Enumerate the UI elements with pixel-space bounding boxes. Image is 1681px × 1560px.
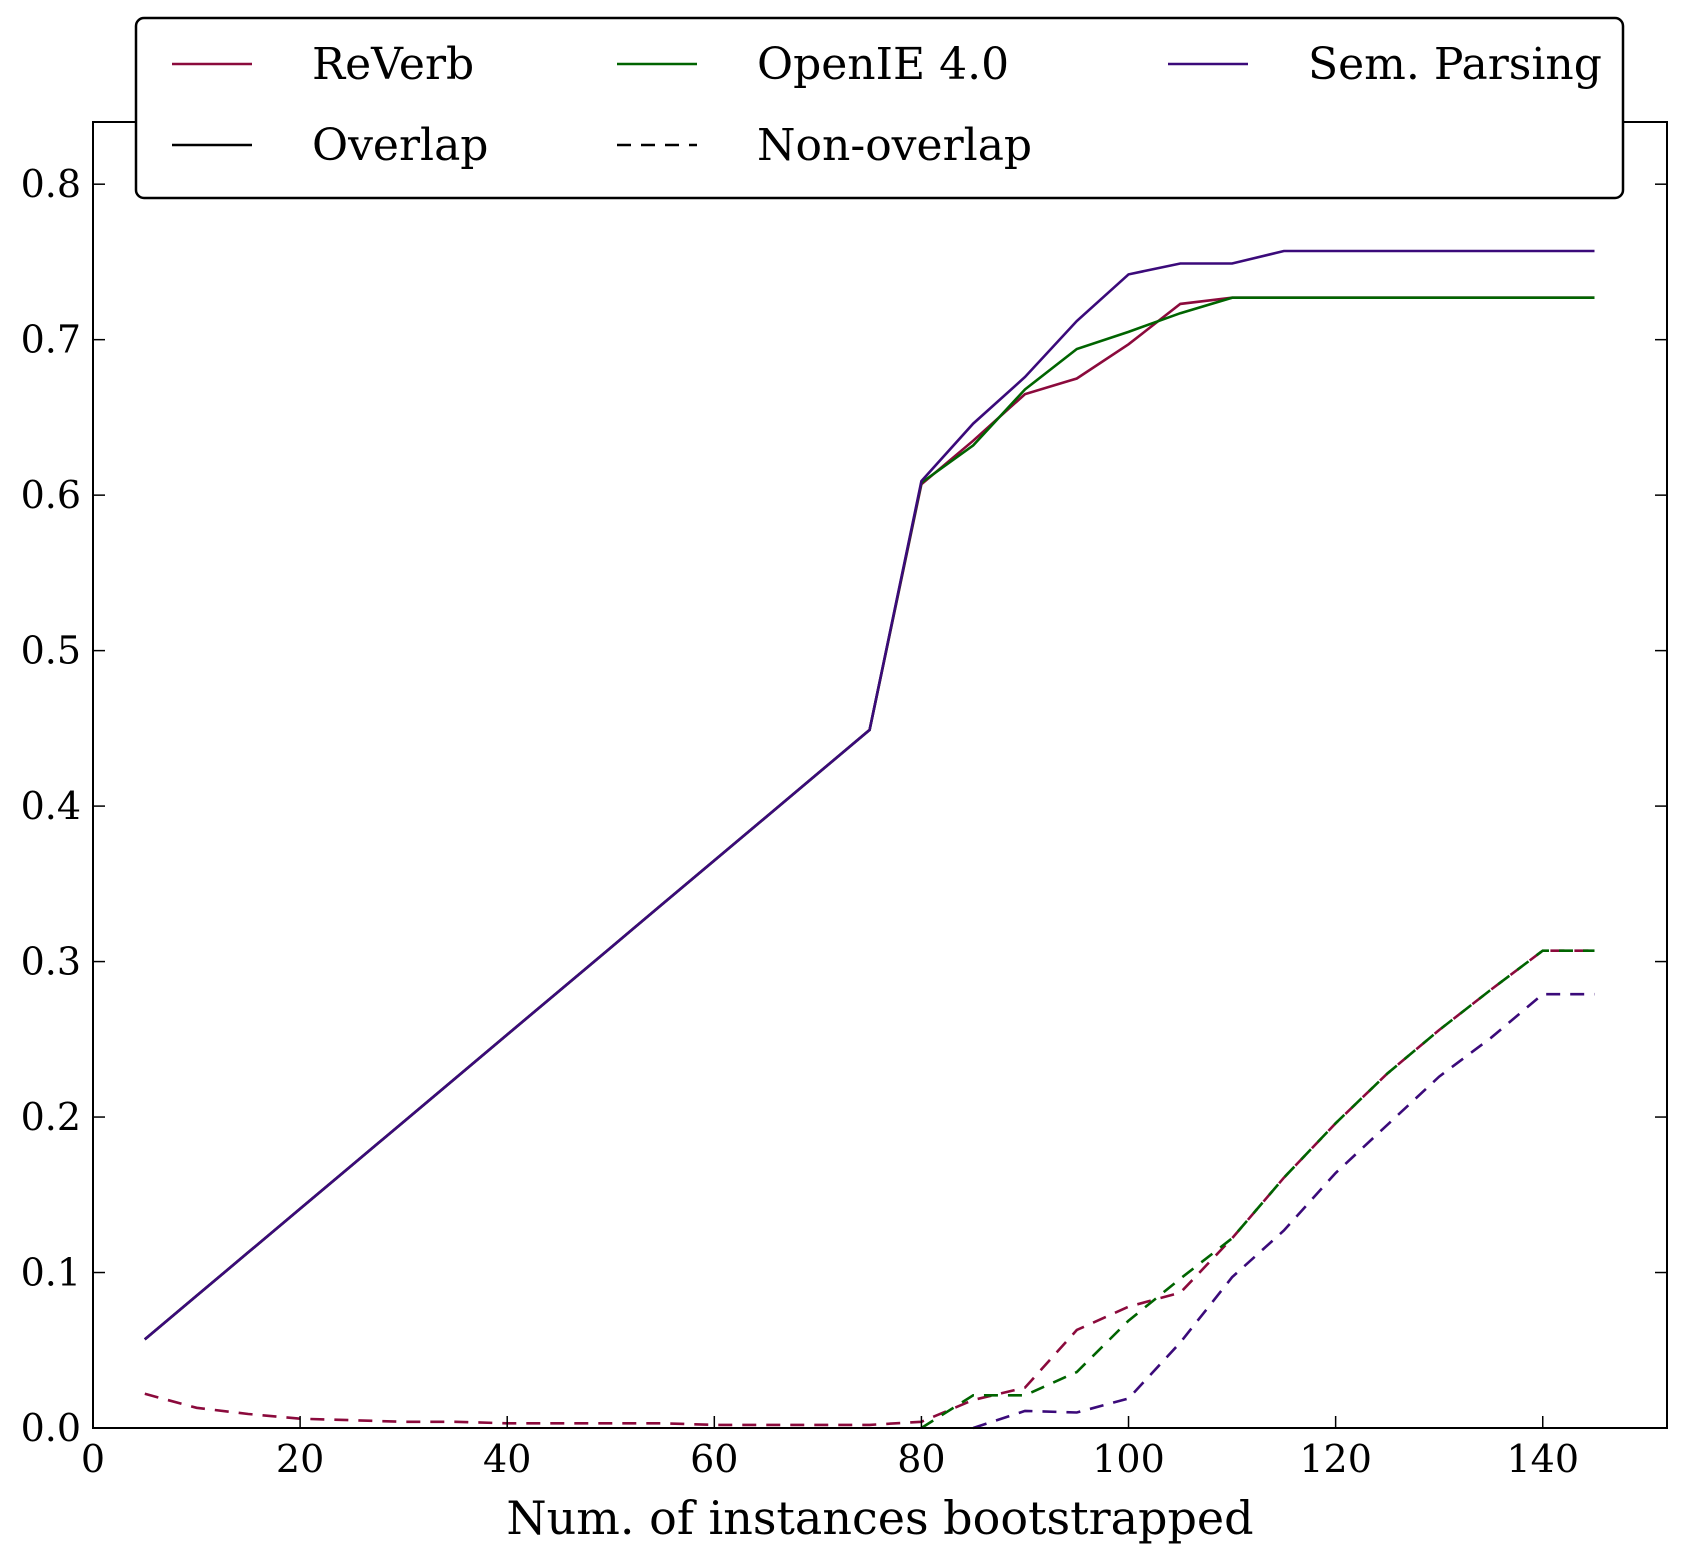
legend-label-overlap: Overlap — [312, 120, 488, 171]
y-tick-label: 0.7 — [21, 318, 81, 362]
legend: ReVerb OpenIE 4.0 Sem. Parsing Overlap Non-o… — [134, 16, 1625, 200]
y-tick-label: 0.6 — [21, 473, 81, 517]
series-line-sem-parsing-overlap — [143, 249, 1595, 1341]
series-line-openie-4-0-overlap — [143, 296, 1595, 1341]
legend-label-openie-4-0: OpenIE 4.0 — [757, 39, 1009, 90]
x-tick-label: 120 — [1299, 1437, 1372, 1481]
legend-label-non-overlap: Non-overlap — [757, 120, 1032, 171]
y-tick-label: 0.0 — [21, 1406, 81, 1450]
y-tick-label: 0.8 — [21, 162, 81, 206]
plot-frame — [92, 121, 1668, 1429]
series-line-reverb-non-overlap — [144, 949, 1595, 1427]
series-line-openie-4-0-non-overlap — [920, 949, 1595, 1430]
legend-box — [134, 16, 1625, 200]
series-line-sem-parsing-non-overlap — [972, 992, 1595, 1430]
series-line-reverb-overlap — [143, 296, 1595, 1341]
y-tick-label: 0.5 — [21, 629, 81, 673]
y-tick-label: 0.4 — [21, 784, 81, 828]
x-tick-label: 40 — [483, 1437, 531, 1481]
legend-label-sem-parsing: Sem. Parsing — [1308, 39, 1602, 90]
series-layer — [143, 249, 1595, 1430]
y-tick-label: 0.2 — [21, 1095, 81, 1139]
y-tick-label: 0.3 — [21, 940, 81, 984]
y-tick-label: 0.1 — [21, 1251, 81, 1295]
x-tick-label: 20 — [276, 1437, 324, 1481]
x-tick-label: 100 — [1092, 1437, 1165, 1481]
x-tick-label: 80 — [897, 1437, 945, 1481]
x-tick-label: 60 — [690, 1437, 738, 1481]
legend-label-reverb: ReVerb — [312, 39, 474, 90]
x-tick-label: 140 — [1506, 1437, 1579, 1481]
x-axis-title: Num. of instances bootstrapped — [506, 1491, 1253, 1545]
tick-layer: 0 20 40 60 80 100 120 140 0.0 0.1 0.2 0.3 0.4 0.5 0.6 0… — [21, 122, 1667, 1481]
x-tick-label: 0 — [81, 1437, 105, 1481]
